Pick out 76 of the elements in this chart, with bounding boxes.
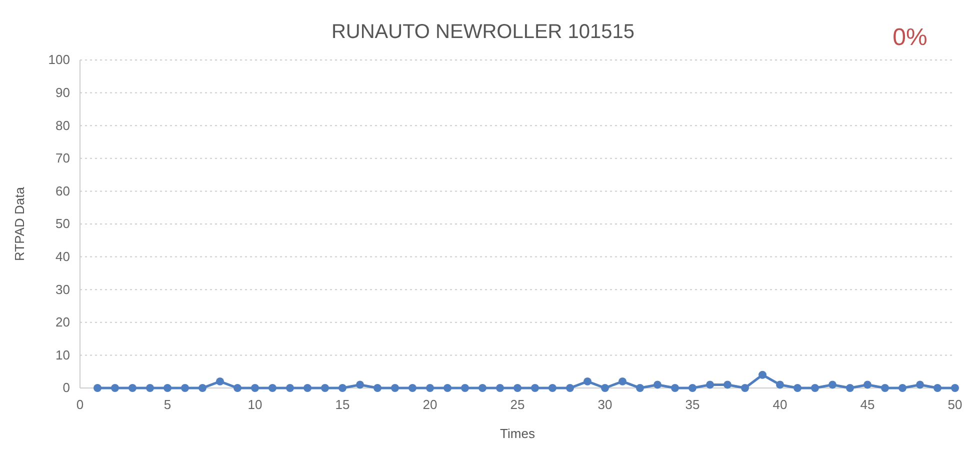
point	[811, 384, 819, 392]
point	[268, 384, 276, 392]
y-tick-label: 10	[56, 347, 70, 362]
x-tick-label: 30	[598, 397, 612, 412]
y-tick-label: 50	[56, 216, 70, 232]
point	[111, 384, 119, 392]
point	[724, 380, 732, 389]
point	[216, 377, 224, 386]
point	[181, 384, 189, 392]
point	[794, 384, 802, 392]
x-tick-label: 25	[510, 397, 525, 412]
point	[916, 380, 924, 389]
point	[286, 384, 294, 392]
point	[374, 384, 382, 392]
point	[864, 380, 872, 389]
x-tick-label: 10	[248, 397, 262, 412]
y-tick-label: 80	[56, 118, 70, 133]
point	[584, 377, 592, 386]
x-tick-label: 0	[76, 397, 84, 412]
point	[94, 384, 102, 392]
point	[391, 384, 399, 392]
x-tick-label: 50	[948, 397, 962, 412]
x-tick-label: 5	[164, 397, 172, 412]
x-tick-label: 45	[860, 397, 875, 412]
point	[636, 384, 644, 392]
point	[146, 384, 154, 392]
point	[426, 384, 434, 392]
y-tick-label: 40	[56, 248, 70, 264]
point	[951, 384, 959, 392]
point	[531, 384, 539, 392]
point	[514, 384, 522, 392]
point	[688, 384, 696, 392]
y-tick-label: 70	[56, 150, 70, 166]
y-tick-label: 20	[56, 314, 70, 330]
y-tick-label: 60	[56, 183, 70, 198]
point	[548, 384, 556, 392]
point	[741, 384, 749, 392]
y-axis-title: RTPAD Data	[12, 186, 27, 261]
y-tick-label: 30	[56, 282, 70, 297]
point	[164, 384, 172, 392]
text: 0%	[892, 24, 928, 51]
point	[828, 380, 836, 389]
x-tick-label: 35	[685, 397, 700, 412]
point	[478, 384, 486, 392]
point	[706, 380, 714, 389]
y-tick-label: 100	[48, 52, 70, 68]
y-tick-label: 0	[62, 380, 70, 396]
point	[356, 380, 364, 389]
point	[881, 384, 889, 392]
point	[671, 384, 679, 392]
point	[654, 380, 662, 389]
point	[461, 384, 469, 392]
x-axis-title: Times	[500, 426, 536, 441]
point	[618, 377, 626, 386]
point	[758, 370, 766, 379]
x-tick-label: 15	[335, 397, 350, 412]
point	[898, 384, 906, 392]
y-tick-label: 90	[56, 84, 70, 100]
point	[776, 380, 784, 389]
point	[338, 384, 346, 392]
point	[444, 384, 452, 392]
x-tick-label: 40	[772, 397, 788, 412]
point	[234, 384, 242, 392]
point	[128, 384, 136, 392]
point	[496, 384, 504, 392]
point	[321, 384, 329, 392]
point	[601, 384, 609, 392]
point	[304, 384, 312, 392]
chart-title: RUNAUTO NEWROLLER 101515	[331, 21, 635, 43]
point	[934, 384, 942, 392]
point	[846, 384, 854, 392]
point	[408, 384, 416, 392]
point	[566, 384, 574, 392]
x-tick-label: 20	[422, 397, 438, 412]
point	[251, 384, 259, 392]
point	[198, 384, 206, 392]
